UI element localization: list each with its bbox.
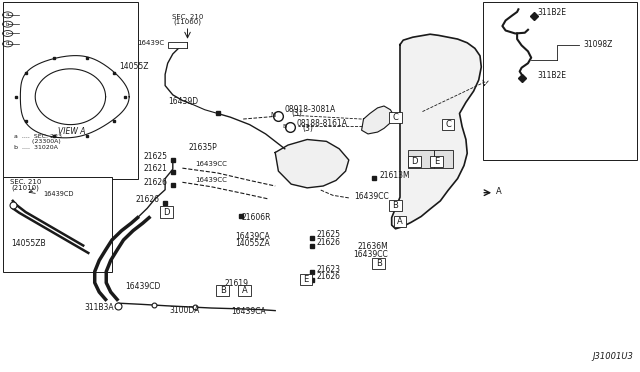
Bar — [216, 285, 229, 296]
Text: A: A — [496, 187, 502, 196]
Text: B: B — [392, 201, 399, 210]
Text: d: d — [6, 41, 10, 46]
Text: (21010): (21010) — [12, 185, 40, 191]
Bar — [389, 200, 402, 211]
Bar — [442, 119, 454, 130]
Bar — [3, 177, 112, 272]
Text: 21625: 21625 — [144, 152, 168, 161]
Text: a  ....  SEC. 223: a .... SEC. 223 — [14, 134, 62, 139]
Text: (23300A): (23300A) — [14, 139, 61, 144]
Bar — [3, 2, 138, 179]
Text: 16439CC: 16439CC — [195, 161, 227, 167]
Text: C: C — [392, 113, 399, 122]
Text: E: E — [434, 157, 439, 166]
Text: 21626: 21626 — [136, 195, 160, 204]
Bar — [300, 274, 312, 285]
Text: 14055ZA: 14055ZA — [236, 238, 270, 247]
Text: 21626: 21626 — [317, 238, 341, 247]
Text: 16439CC: 16439CC — [195, 177, 227, 183]
Text: 16439CC: 16439CC — [354, 192, 388, 201]
Polygon shape — [392, 34, 481, 229]
Text: B: B — [376, 259, 382, 268]
Text: D: D — [412, 157, 418, 166]
Bar — [238, 285, 251, 296]
Text: 3100DA: 3100DA — [170, 306, 200, 315]
Polygon shape — [275, 140, 349, 188]
Text: C: C — [445, 120, 451, 129]
Bar — [430, 156, 443, 167]
Bar — [372, 258, 385, 269]
Text: 21623: 21623 — [317, 264, 341, 273]
Bar — [483, 2, 637, 160]
Text: 21621: 21621 — [144, 164, 168, 173]
Text: N: N — [271, 112, 276, 118]
Bar — [394, 216, 406, 227]
Bar — [168, 42, 187, 48]
Polygon shape — [362, 106, 394, 134]
Text: b: b — [6, 22, 10, 27]
Text: A: A — [242, 286, 247, 295]
Text: 21606R: 21606R — [242, 213, 271, 222]
Text: E: E — [303, 275, 308, 284]
Text: 21626: 21626 — [144, 177, 168, 186]
Text: (3): (3) — [303, 124, 314, 133]
Text: 16439CD: 16439CD — [44, 192, 74, 198]
Text: 311B2E: 311B2E — [538, 71, 566, 80]
Text: B: B — [283, 124, 287, 129]
Bar — [408, 150, 434, 168]
Text: 16439C: 16439C — [138, 40, 164, 46]
Text: 08188-8161A: 08188-8161A — [296, 119, 348, 128]
Text: c: c — [6, 31, 9, 36]
Text: 16439CD: 16439CD — [125, 282, 161, 291]
Text: 08918-3081A: 08918-3081A — [285, 105, 336, 113]
Text: 16439CA: 16439CA — [232, 307, 266, 316]
Text: 31098Z: 31098Z — [584, 39, 613, 48]
Text: a: a — [6, 12, 10, 17]
Text: 21635P: 21635P — [189, 142, 218, 151]
Text: 21626: 21626 — [317, 272, 341, 281]
Text: 14055ZB: 14055ZB — [12, 238, 46, 247]
Text: (3): (3) — [291, 109, 302, 118]
Text: 16439D: 16439D — [168, 97, 198, 106]
Text: 21619: 21619 — [225, 279, 249, 288]
Text: 21625: 21625 — [317, 230, 341, 239]
Text: SEC. 210: SEC. 210 — [10, 179, 42, 185]
Bar — [434, 150, 453, 168]
Text: 16439CA: 16439CA — [236, 232, 270, 241]
Text: D: D — [163, 208, 170, 217]
Text: SEC. 210: SEC. 210 — [172, 14, 204, 20]
Text: 16439CC: 16439CC — [353, 250, 388, 259]
Bar — [160, 206, 173, 218]
Text: B: B — [220, 286, 226, 295]
Text: 311B3A: 311B3A — [84, 302, 114, 311]
Text: 21613M: 21613M — [380, 171, 410, 180]
Text: 311B2E: 311B2E — [538, 8, 566, 17]
Text: A: A — [397, 217, 403, 226]
Bar — [408, 156, 421, 167]
Text: 21636M: 21636M — [357, 242, 388, 251]
Text: (11060): (11060) — [173, 18, 202, 25]
Text: b  ....  31020A: b .... 31020A — [14, 145, 58, 150]
Text: VIEW A: VIEW A — [58, 127, 85, 136]
Text: J31001U3: J31001U3 — [593, 352, 634, 361]
Text: 14055Z: 14055Z — [119, 62, 148, 71]
Bar — [389, 112, 402, 123]
